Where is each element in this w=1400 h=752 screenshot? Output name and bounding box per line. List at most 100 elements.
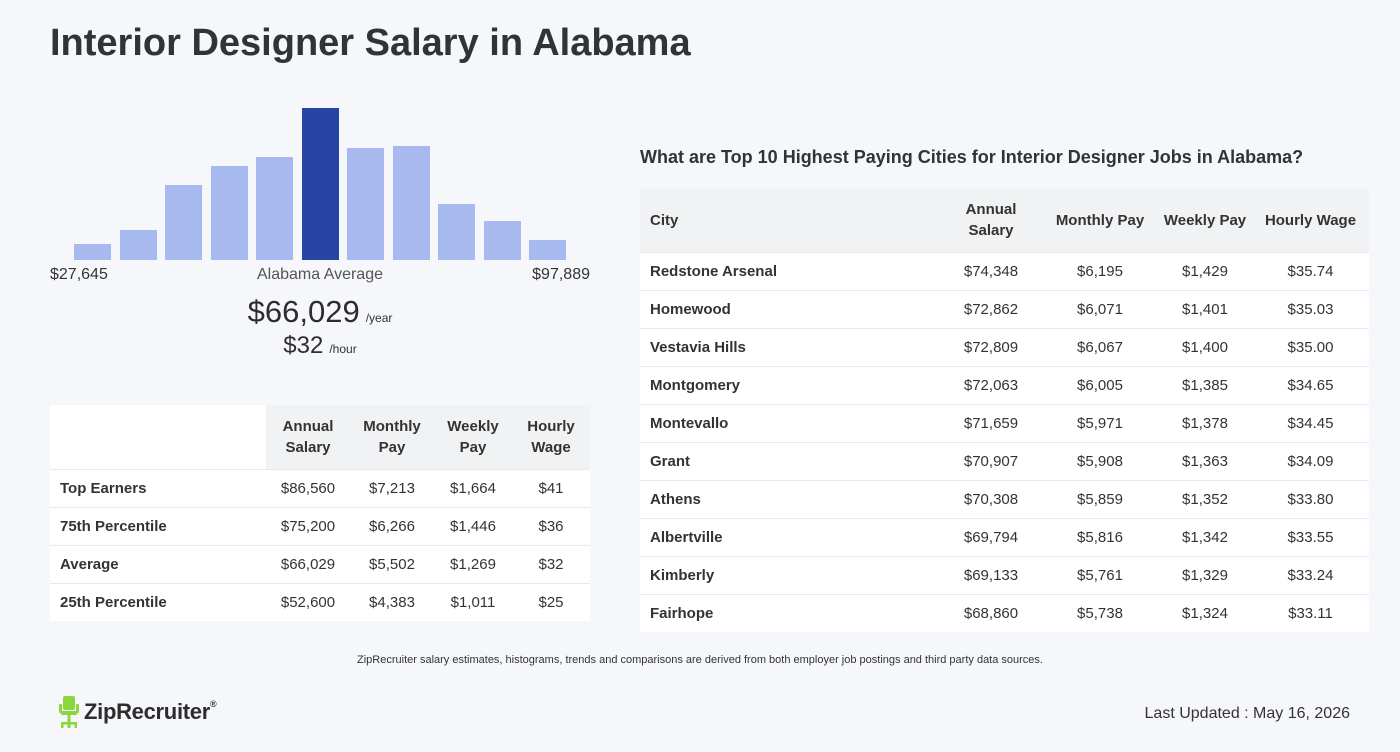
table-cell: $34.65 <box>1252 366 1369 405</box>
table-cell: $69,794 <box>940 518 1042 557</box>
table-cell: $1,446 <box>434 507 512 546</box>
row-label: Average <box>50 545 266 584</box>
column-header: Hourly Wage <box>512 405 590 470</box>
logo-registered-mark: ® <box>209 699 217 709</box>
column-header: Monthly Pay <box>350 405 434 470</box>
table-cell: $32 <box>512 545 590 584</box>
table-cell: $72,063 <box>940 366 1042 405</box>
hourly-salary-value: $32 <box>283 332 324 359</box>
table-cell: $1,400 <box>1158 328 1252 367</box>
table-cell: $70,308 <box>940 480 1042 519</box>
table-cell: $1,385 <box>1158 366 1252 405</box>
column-header: Monthly Pay <box>1042 188 1158 253</box>
histogram-min-label: $27,645 <box>50 266 108 283</box>
city-name: Grant <box>640 442 940 481</box>
table-cell: $71,659 <box>940 404 1042 443</box>
cities-table: City Annual Salary Monthly Pay Weekly Pa… <box>640 188 1369 632</box>
table-cell: $35.03 <box>1252 290 1369 329</box>
table-cell: $1,011 <box>434 583 512 621</box>
table-row: Average $66,029 $5,502 $1,269 $32 <box>50 545 590 584</box>
table-cell: $66,029 <box>266 545 350 584</box>
histogram-bar <box>347 148 384 260</box>
table-cell: $33.24 <box>1252 556 1369 595</box>
table-cell: $6,005 <box>1042 366 1158 405</box>
table-cell: $7,213 <box>350 469 434 508</box>
column-header: Weekly Pay <box>1158 188 1252 253</box>
table-cell: $33.11 <box>1252 594 1369 632</box>
ziprecruiter-logo[interactable]: ZipRecruiter® <box>58 695 217 729</box>
row-label: 75th Percentile <box>50 507 266 546</box>
histogram-bar-average <box>301 108 339 260</box>
column-header: Annual Salary <box>266 405 350 470</box>
table-cell: $33.80 <box>1252 480 1369 519</box>
table-cell: $6,195 <box>1042 252 1158 291</box>
table-cell: $1,429 <box>1158 252 1252 291</box>
histogram-bar <box>119 230 157 260</box>
footer-note: ZipRecruiter salary estimates, histogram… <box>357 654 1043 666</box>
table-cell: $68,860 <box>940 594 1042 632</box>
table-cell: $35.00 <box>1252 328 1369 367</box>
table-row: 75th Percentile $75,200 $6,266 $1,446 $3… <box>50 507 590 546</box>
logo-text: ZipRecruiter® <box>84 699 217 725</box>
table-cell: $33.55 <box>1252 518 1369 557</box>
table-cell: $5,908 <box>1042 442 1158 481</box>
logo-wordmark: ZipRecruiter <box>84 699 210 724</box>
hourly-salary: $32/hour <box>50 332 590 360</box>
table-row: Grant $70,907 $5,908 $1,363 $34.09 <box>640 442 1369 481</box>
table-row: Homewood $72,862 $6,071 $1,401 $35.03 <box>640 290 1369 329</box>
table-row: Redstone Arsenal $74,348 $6,195 $1,429 $35.7… <box>640 252 1369 291</box>
histogram-bar <box>438 204 475 260</box>
table-cell: $1,324 <box>1158 594 1252 632</box>
table-cell: $1,352 <box>1158 480 1252 519</box>
table-cell: $34.09 <box>1252 442 1369 481</box>
column-header: Annual Salary <box>940 188 1042 253</box>
histogram-average-label: Alabama Average <box>256 266 383 283</box>
percentile-table-header: Annual Salary Monthly Pay Weekly Pay Hou… <box>50 405 590 470</box>
cities-table-header: City Annual Salary Monthly Pay Weekly Pa… <box>640 188 1369 253</box>
chair-icon <box>59 696 79 728</box>
table-row: 25th Percentile $52,600 $4,383 $1,011 $2… <box>50 583 590 621</box>
table-cell: $1,664 <box>434 469 512 508</box>
table-cell: $1,378 <box>1158 404 1252 443</box>
table-cell: $69,133 <box>940 556 1042 595</box>
annual-salary: $66,029/year <box>50 294 590 330</box>
histogram-bar <box>392 146 430 260</box>
histogram-bar <box>74 244 111 260</box>
table-cell: $1,329 <box>1158 556 1252 595</box>
city-name: Montevallo <box>640 404 940 443</box>
salary-histogram <box>74 100 574 260</box>
table-row: Fairhope $68,860 $5,738 $1,324 $33.11 <box>640 594 1369 632</box>
table-cell: $1,342 <box>1158 518 1252 557</box>
table-cell: $36 <box>512 507 590 546</box>
annual-salary-value: $66,029 <box>247 294 360 329</box>
table-cell: $74,348 <box>940 252 1042 291</box>
table-row: Vestavia Hills $72,809 $6,067 $1,400 $35.00 <box>640 328 1369 367</box>
table-cell: $34.45 <box>1252 404 1369 443</box>
table-row: Albertville $69,794 $5,816 $1,342 $33.55 <box>640 518 1369 557</box>
table-cell: $1,269 <box>434 545 512 584</box>
percentile-table: Annual Salary Monthly Pay Weekly Pay Hou… <box>50 405 590 621</box>
city-name: Albertville <box>640 518 940 557</box>
table-cell: $70,907 <box>940 442 1042 481</box>
city-name: Vestavia Hills <box>640 328 940 367</box>
table-cell: $5,971 <box>1042 404 1158 443</box>
table-cell: $6,266 <box>350 507 434 546</box>
histogram-max-label: $97,889 <box>532 266 590 283</box>
table-cell: $72,809 <box>940 328 1042 367</box>
table-cell: $5,502 <box>350 545 434 584</box>
table-cell: $5,859 <box>1042 480 1158 519</box>
table-cell: $6,067 <box>1042 328 1158 367</box>
city-name: Athens <box>640 480 940 519</box>
table-cell: $1,401 <box>1158 290 1252 329</box>
column-header: City <box>640 188 940 253</box>
page-title: Interior Designer Salary in Alabama <box>50 22 691 64</box>
hourly-salary-unit: /hour <box>329 342 357 356</box>
table-cell: $75,200 <box>266 507 350 546</box>
table-cell: $5,738 <box>1042 594 1158 632</box>
table-cell: $72,862 <box>940 290 1042 329</box>
city-name: Homewood <box>640 290 940 329</box>
table-row: Montgomery $72,063 $6,005 $1,385 $34.65 <box>640 366 1369 405</box>
table-cell: $35.74 <box>1252 252 1369 291</box>
cities-title: What are Top 10 Highest Paying Cities fo… <box>640 147 1304 167</box>
percentile-header-blank <box>50 405 266 470</box>
